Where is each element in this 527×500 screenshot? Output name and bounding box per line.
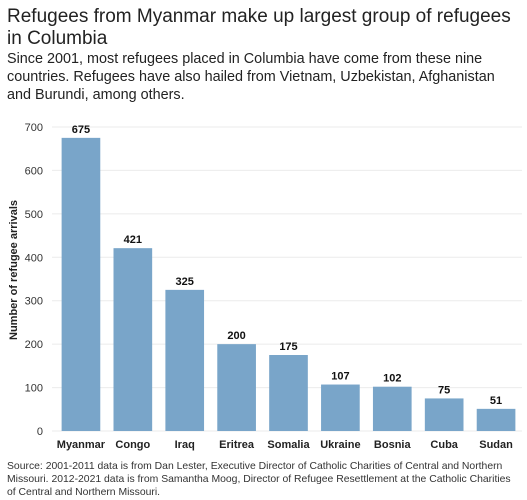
bar-congo xyxy=(113,248,153,431)
y-tick-label: 700 xyxy=(25,122,43,134)
x-tick-label: Cuba xyxy=(430,439,458,451)
bar-value-label: 107 xyxy=(331,371,349,383)
bar-eritrea xyxy=(217,344,256,431)
y-tick-label: 200 xyxy=(25,339,43,351)
bar-sudan xyxy=(476,408,516,431)
bar-bosnia xyxy=(372,386,412,431)
bar-cuba xyxy=(424,398,464,431)
y-axis-ticks: 0 100 200 300 400 500 600 700 xyxy=(25,122,43,438)
y-axis-label: Number of refugee arrivals xyxy=(8,200,20,340)
y-tick-label: 300 xyxy=(25,296,43,308)
bar-ukraine xyxy=(321,384,360,431)
bar-value-label: 421 xyxy=(124,234,142,246)
x-tick-label: Sudan xyxy=(479,439,513,451)
x-axis-ticks: Myanmar Congo Iraq Eritrea Somalia Ukraine Bos… xyxy=(57,439,513,451)
bar-value-label: 675 xyxy=(72,124,90,136)
x-tick-label: Eritrea xyxy=(219,439,255,451)
source-note: Source: 2001-2011 data is from Dan Leste… xyxy=(7,461,511,498)
y-tick-label: 400 xyxy=(25,252,43,264)
bar-somalia xyxy=(269,355,308,431)
bar-value-label: 51 xyxy=(490,395,502,407)
bar-myanmar xyxy=(61,137,101,431)
y-tick-label: 500 xyxy=(25,209,43,221)
bar-iraq xyxy=(165,289,205,431)
bar-value-label: 75 xyxy=(438,384,450,396)
chart-title: Refugees from Myanmar make up largest gr… xyxy=(7,6,511,49)
bar-value-label: 102 xyxy=(383,373,401,385)
chart-subtitle: Since 2001, most refugees placed in Colu… xyxy=(7,51,495,103)
x-tick-label: Somalia xyxy=(267,439,310,451)
bar-chart: 0 100 200 300 400 500 600 700 675 421 325 200 175 10… xyxy=(8,122,522,451)
bar-value-labels: 675 421 325 200 175 107 102 75 51 xyxy=(72,124,502,407)
y-tick-label: 600 xyxy=(25,165,43,177)
bar-value-label: 200 xyxy=(227,330,245,342)
x-tick-label: Bosnia xyxy=(374,439,412,451)
bar-value-label: 325 xyxy=(176,276,194,288)
y-tick-label: 0 xyxy=(37,426,43,438)
x-tick-label: Iraq xyxy=(175,439,195,451)
bars xyxy=(61,137,516,431)
x-tick-label: Ukraine xyxy=(320,439,360,451)
x-tick-label: Congo xyxy=(115,439,150,451)
y-tick-label: 100 xyxy=(25,383,43,395)
x-tick-label: Myanmar xyxy=(57,439,106,451)
bar-value-label: 175 xyxy=(279,341,297,353)
